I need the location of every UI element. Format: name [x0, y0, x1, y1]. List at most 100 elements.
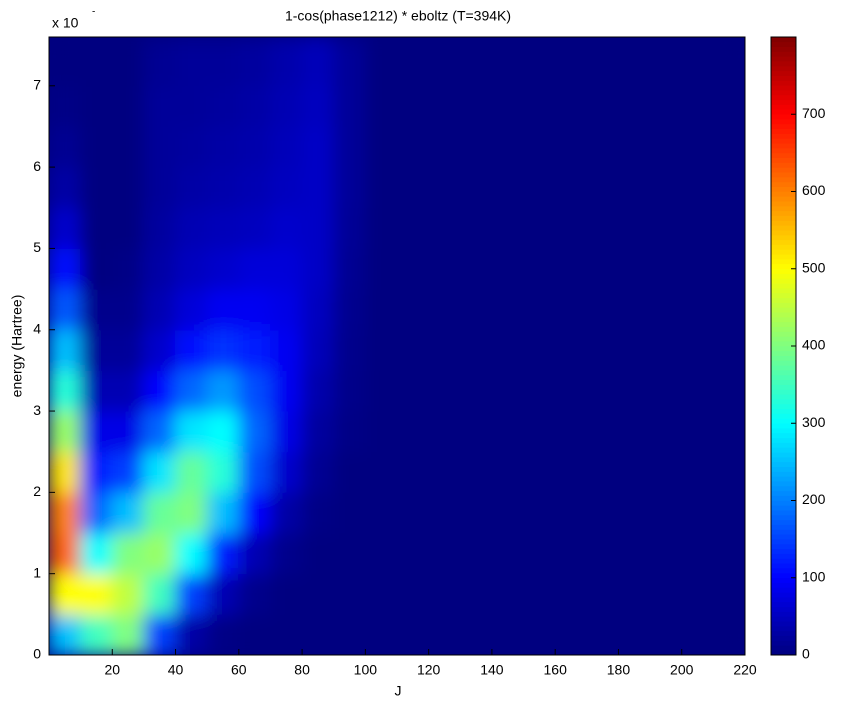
heat-cell [428, 532, 461, 575]
colorbar-swatch [771, 418, 796, 424]
heat-cell [523, 207, 556, 249]
colorbar-swatch [771, 200, 796, 207]
heat-cell [586, 491, 619, 534]
heat-cell [364, 613, 398, 655]
heat-cell [111, 532, 145, 575]
heat-cell [333, 207, 366, 249]
heat-cell [269, 166, 303, 209]
heat-cell [712, 451, 745, 493]
heat-cell [269, 85, 303, 127]
heat-cell [681, 247, 714, 290]
heat-cell [554, 613, 588, 655]
heat-cell [428, 44, 461, 87]
heat-cell [617, 369, 651, 412]
colorbar-swatch [771, 649, 796, 656]
colorbar-swatch [771, 524, 796, 530]
colorbar-swatch [771, 249, 796, 255]
heat-cell [459, 573, 493, 615]
colorbar-swatch [771, 239, 796, 245]
heat-cell [333, 491, 366, 534]
colorbar-swatch [771, 316, 796, 323]
heat-cell [238, 491, 271, 534]
colorbar-swatch [771, 456, 796, 463]
heat-cell [649, 329, 683, 371]
colorbar-swatch [771, 56, 796, 62]
heat-cell [712, 166, 745, 209]
colorbar-swatch [771, 147, 796, 154]
colorbar-swatch [771, 572, 796, 579]
heat-cell [80, 247, 113, 290]
heat-cell [143, 491, 177, 534]
heat-cell [175, 85, 208, 127]
heat-cell [206, 247, 240, 290]
heat-cell [143, 451, 177, 493]
heat-cell [206, 44, 240, 87]
heat-cell [364, 207, 398, 249]
colorbar-swatch [771, 244, 796, 250]
heat-cell [649, 369, 683, 412]
heat-cell [301, 37, 335, 46]
heat-cell [238, 85, 271, 127]
colorbar-tick-label: 100 [802, 568, 826, 584]
heat-cell [333, 369, 366, 412]
heat-cell [396, 410, 430, 453]
heat-cell [459, 37, 493, 46]
heat-cell [649, 166, 683, 209]
heat-cell [49, 613, 82, 655]
chart-title: 1-cos(phase1212) * eboltz (T=394K) [285, 8, 511, 24]
colorbar-swatch [771, 70, 796, 76]
heat-cell [649, 451, 683, 493]
heat-cell [301, 207, 335, 249]
heat-cell [617, 288, 651, 331]
heat-cell [712, 247, 745, 290]
colorbar-swatch [771, 413, 796, 419]
heat-cell [396, 369, 430, 412]
heat-cell [364, 288, 398, 331]
heat-cell [428, 125, 461, 168]
colorbar-swatch [771, 587, 796, 593]
heat-cell [617, 410, 651, 453]
heat-cell [301, 166, 335, 209]
x-tick-label: 200 [670, 662, 694, 678]
y-tick-label: 4 [33, 320, 41, 336]
heat-cell [49, 85, 82, 127]
heat-cell [428, 85, 461, 127]
colorbar-swatch [771, 427, 796, 434]
heat-cell [586, 288, 619, 331]
colorbar-swatch [771, 505, 796, 511]
heat-cell [617, 85, 651, 127]
heat-cell [396, 573, 430, 615]
heat-cell [396, 37, 430, 46]
colorbar-swatch [771, 422, 796, 429]
colorbar-swatch [771, 340, 796, 347]
colorbar-swatch [771, 620, 796, 627]
heat-cell [523, 125, 556, 168]
colorbar-swatch [771, 403, 796, 410]
heat-cell [301, 329, 335, 371]
heat-cell [712, 491, 745, 534]
heat-cell [396, 329, 430, 371]
y-tick-label: 5 [33, 239, 41, 255]
heat-cell [617, 613, 651, 655]
heat-cell [80, 451, 113, 493]
colorbar-swatch [771, 258, 796, 265]
heat-cell [175, 613, 208, 655]
colorbar-swatch [771, 567, 796, 574]
heat-cell [712, 613, 745, 655]
heat-cell [712, 532, 745, 575]
heat-cell [428, 288, 461, 331]
colorbar-swatch [771, 326, 796, 332]
heat-cell [80, 613, 113, 655]
heat-cell [269, 369, 303, 412]
heat-cell [269, 329, 303, 371]
colorbar-swatch [771, 442, 796, 448]
colorbar-swatch [771, 398, 796, 405]
heat-cell [143, 44, 177, 87]
heat-cell [80, 166, 113, 209]
colorbar-swatch [771, 374, 796, 381]
heat-cell [396, 451, 430, 493]
heat-cell [681, 288, 714, 331]
heat-cell [269, 44, 303, 87]
heat-cell [586, 247, 619, 290]
